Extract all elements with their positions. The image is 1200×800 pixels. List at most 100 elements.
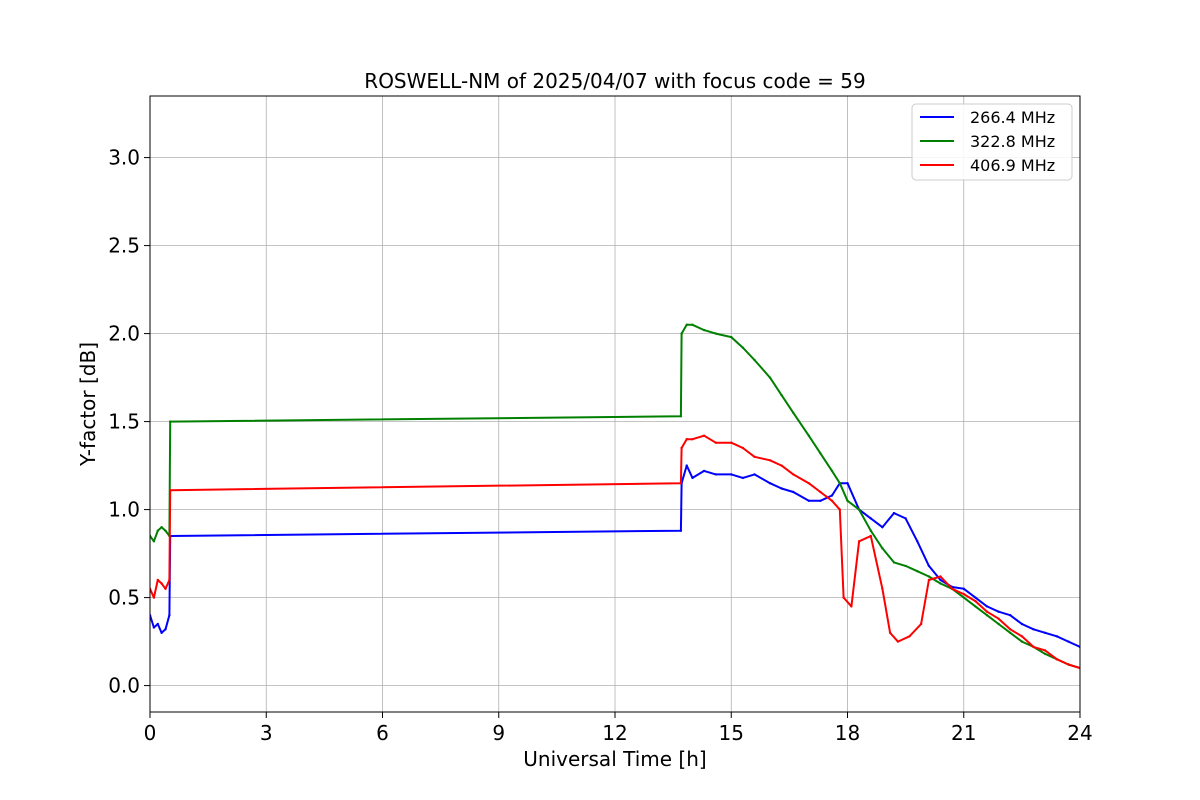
- data-point: [838, 482, 841, 485]
- data-point: [152, 596, 156, 599]
- data-point: [753, 455, 756, 458]
- data-point: [680, 332, 683, 335]
- data-point: [780, 394, 783, 397]
- data-point: [939, 575, 942, 578]
- x-tick-label: 15: [719, 721, 744, 745]
- data-point: [152, 626, 156, 629]
- data-point: [792, 473, 795, 476]
- data-point: [857, 508, 861, 511]
- data-point: [819, 490, 822, 494]
- data-point: [702, 469, 706, 473]
- data-point: [714, 332, 717, 335]
- data-point: [792, 490, 795, 494]
- data-point: [1020, 622, 1024, 626]
- data-point: [741, 476, 745, 480]
- data-point: [846, 482, 849, 485]
- series-line-266-4-mhz: [150, 464, 1080, 648]
- data-point: [741, 446, 745, 450]
- data-point: [985, 614, 989, 617]
- y-axis-label: Y-factor [dB]: [76, 342, 100, 467]
- data-point: [1032, 645, 1035, 649]
- data-point: [679, 529, 683, 532]
- data-point: [830, 494, 834, 497]
- data-point: [152, 540, 156, 543]
- data-point: [908, 635, 911, 638]
- data-point: [846, 499, 849, 502]
- y-tick-label: 1.5: [108, 410, 140, 434]
- data-point: [156, 578, 159, 582]
- data-point: [1055, 658, 1059, 661]
- x-tick-label: 3: [260, 721, 273, 745]
- y-ticks: 0.0 0.5 1.0 1.5 2.0 2.5 3.0: [108, 146, 150, 698]
- data-point: [164, 529, 167, 532]
- data-point: [741, 346, 745, 349]
- data-point: [730, 335, 733, 339]
- data-point: [679, 482, 683, 485]
- data-point: [857, 540, 861, 543]
- data-point: [881, 547, 884, 550]
- data-point: [768, 459, 772, 462]
- data-point: [768, 376, 772, 379]
- y-tick-label: 2.0: [108, 322, 140, 346]
- data-point: [691, 323, 694, 326]
- data-point: [904, 517, 907, 520]
- data-point: [679, 415, 683, 418]
- data-point: [916, 540, 919, 543]
- data-point: [919, 622, 923, 626]
- data-point: [896, 640, 900, 643]
- data-point: [768, 482, 772, 485]
- data-point: [680, 446, 683, 450]
- data-point: [927, 575, 931, 578]
- data-point: [962, 587, 965, 590]
- x-ticks: 0 3 6 9 12 15 18 21 24: [144, 712, 1093, 745]
- data-point: [985, 605, 989, 608]
- data-point: [1009, 628, 1012, 631]
- data-point: [1020, 640, 1024, 643]
- data-point: [164, 587, 167, 590]
- data-point: [1043, 652, 1047, 656]
- x-axis-label: Universal Time [h]: [523, 747, 706, 771]
- data-point: [730, 473, 733, 476]
- data-point: [164, 628, 167, 631]
- data-point: [691, 438, 694, 441]
- data-point: [892, 511, 896, 515]
- data-point: [939, 582, 942, 585]
- y-tick-label: 1.0: [108, 498, 140, 522]
- data-point: [714, 441, 717, 444]
- data-point: [1055, 635, 1059, 638]
- data-point: [1020, 635, 1024, 638]
- data-point: [881, 587, 884, 590]
- data-point: [169, 489, 172, 492]
- data-point: [702, 328, 706, 332]
- data-point: [792, 411, 795, 414]
- data-point: [869, 534, 872, 538]
- data-point: [807, 434, 810, 437]
- data-point: [997, 617, 1000, 620]
- data-point: [168, 614, 171, 617]
- data-point: [974, 599, 977, 603]
- data-point: [780, 487, 783, 490]
- data-point: [904, 564, 907, 568]
- data-point: [702, 434, 706, 437]
- x-tick-label: 9: [492, 721, 505, 745]
- y-tick-label: 3.0: [108, 146, 140, 170]
- series-layer: [150, 323, 1080, 670]
- data-point: [916, 570, 919, 573]
- x-tick-label: 24: [1067, 721, 1092, 745]
- data-point: [691, 476, 694, 480]
- data-point: [962, 596, 965, 599]
- data-point: [156, 622, 159, 626]
- series-line-322-8-mhz: [150, 323, 1080, 669]
- data-point: [962, 592, 965, 596]
- data-point: [927, 578, 931, 582]
- data-point: [685, 438, 688, 441]
- data-point: [892, 561, 896, 564]
- data-point: [830, 499, 834, 502]
- data-point: [807, 499, 810, 502]
- data-point: [939, 578, 942, 582]
- data-point: [730, 441, 733, 444]
- y-tick-label: 0.0: [108, 674, 140, 698]
- x-tick-label: 18: [835, 721, 860, 745]
- data-point: [974, 596, 977, 599]
